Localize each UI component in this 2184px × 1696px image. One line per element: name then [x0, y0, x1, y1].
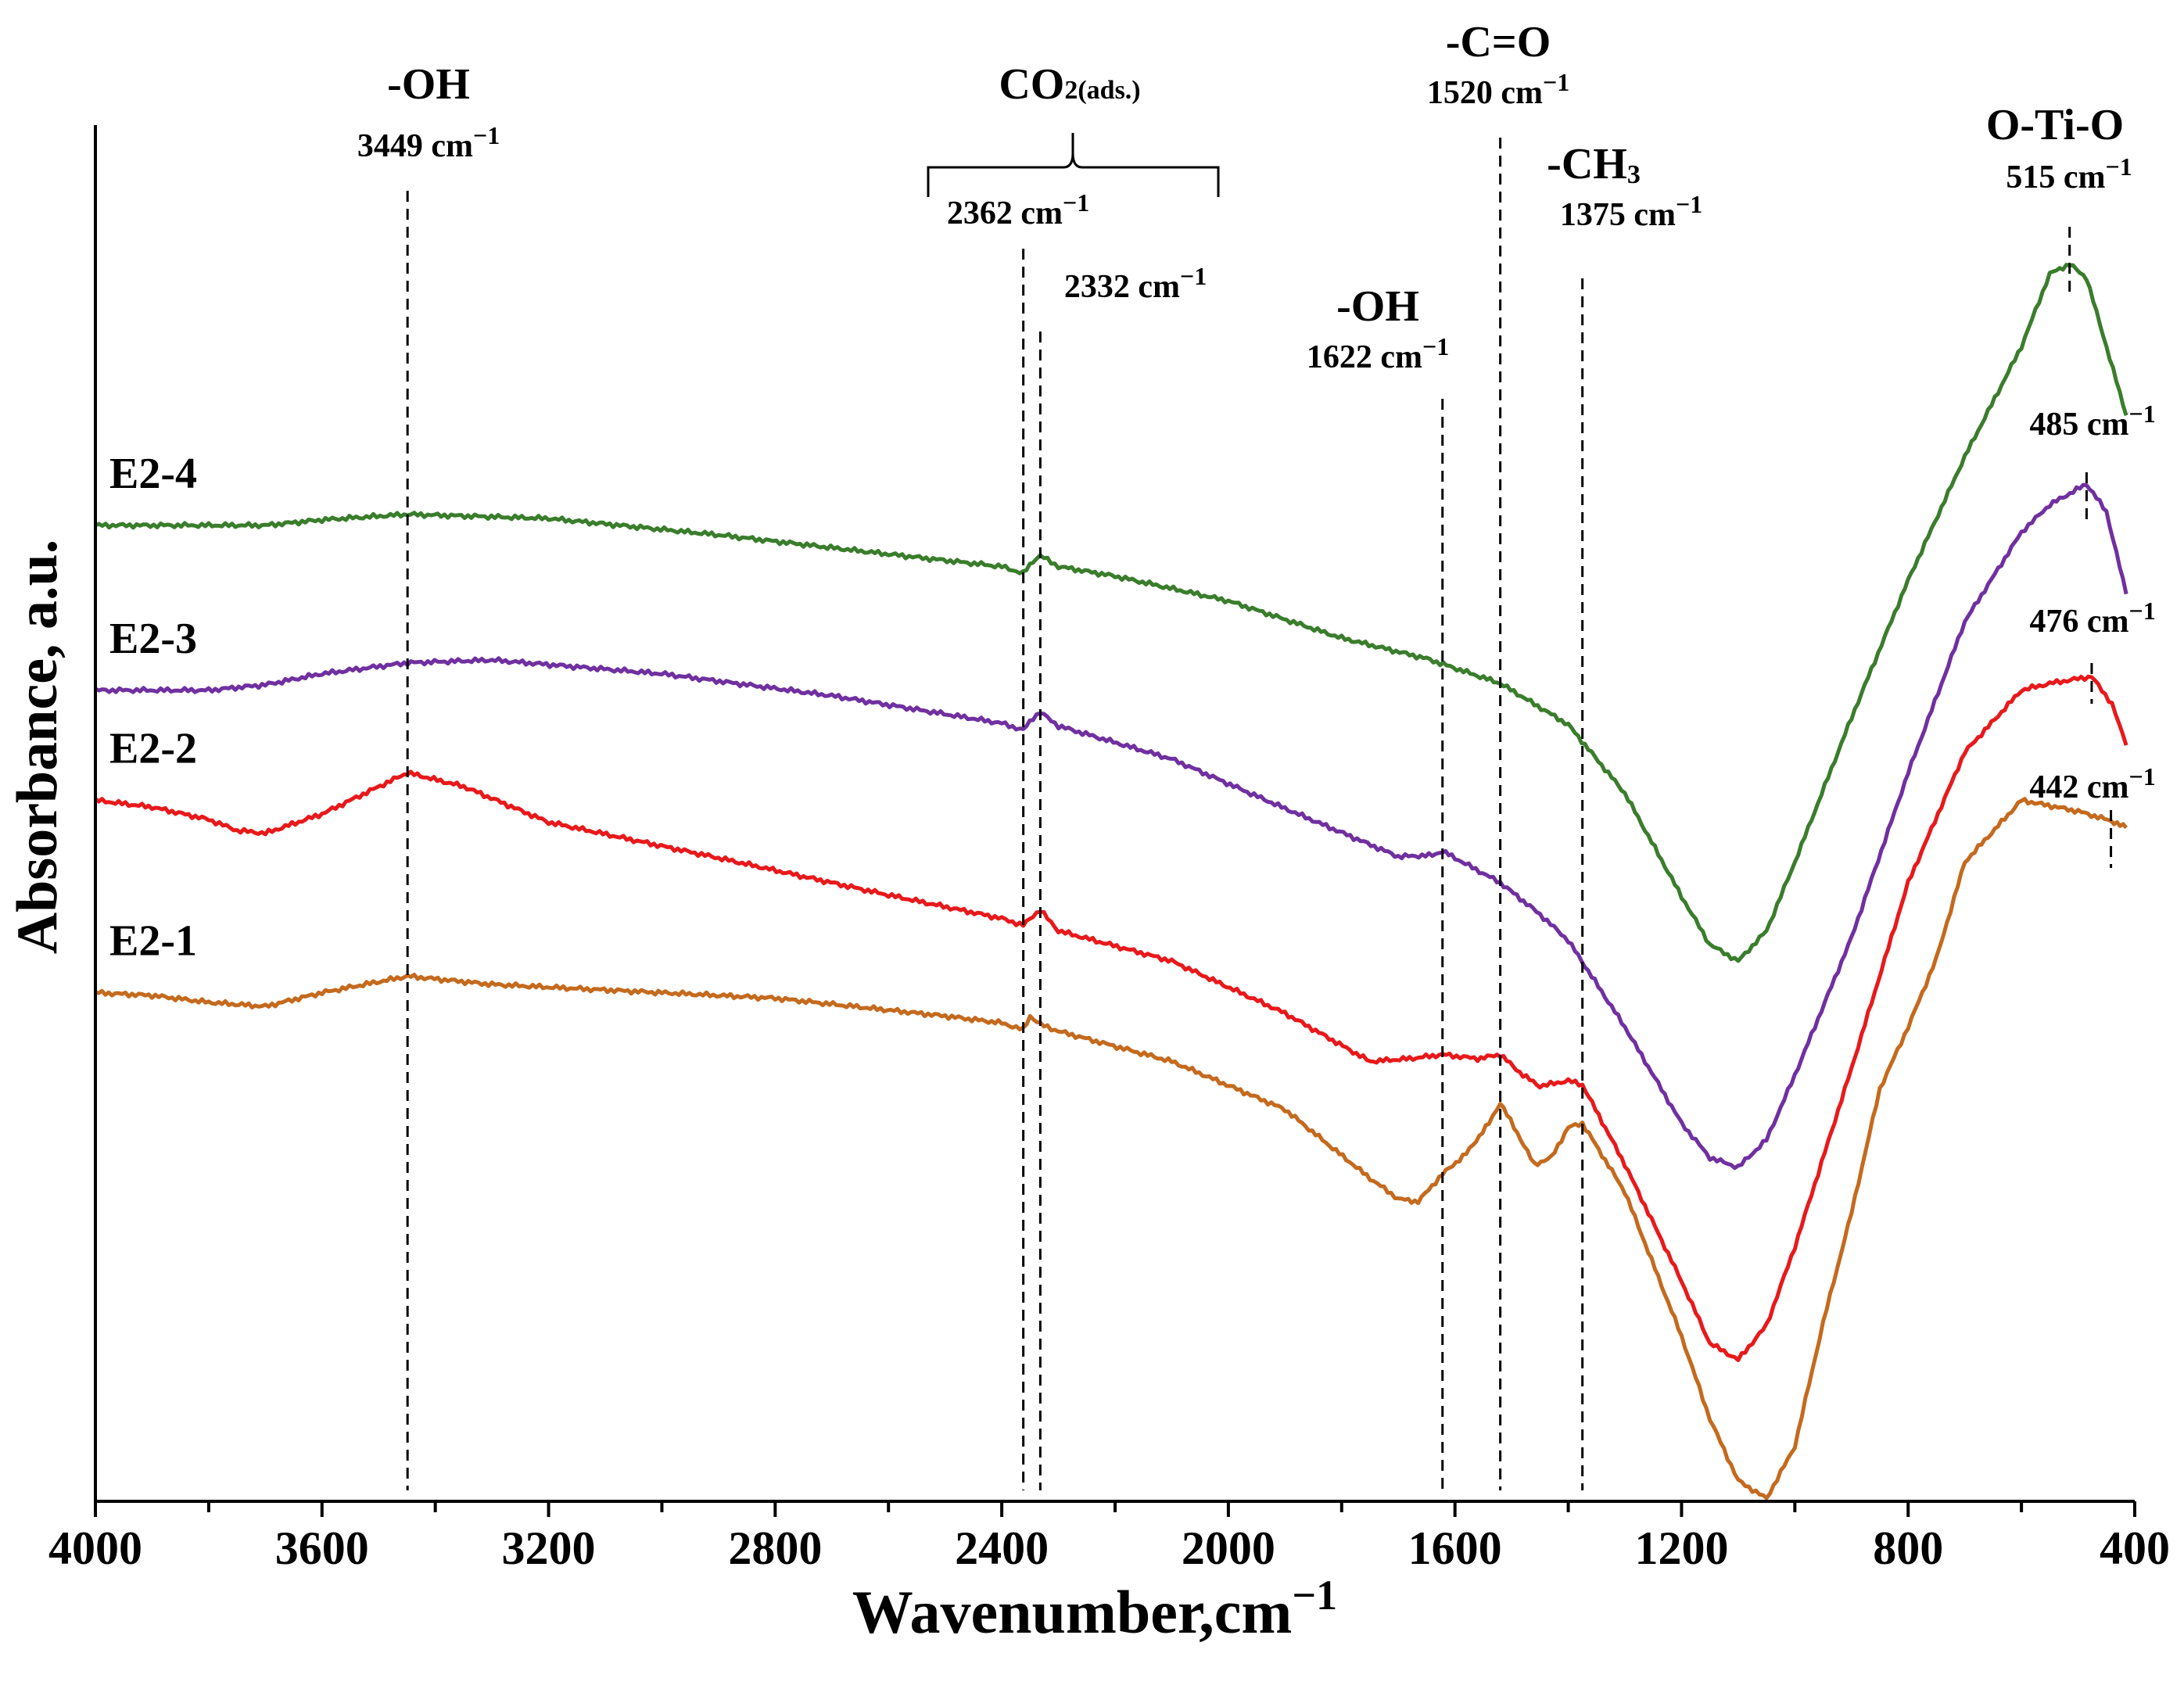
x-tick-label: 3200 — [502, 1522, 596, 1574]
peak-label-superscript: −1 — [2128, 597, 2155, 625]
y-axis-title: Absorbance, a.u. — [5, 540, 70, 954]
series-label-e2-3: E2-3 — [109, 615, 197, 663]
ref-label-superscript: −1 — [1543, 68, 1569, 96]
peak-label-superscript: −1 — [2105, 152, 2132, 181]
x-tick-label: 2000 — [1182, 1522, 1275, 1574]
x-tick-label: 1600 — [1408, 1522, 1502, 1574]
ref-label-text: 1622 cm — [1307, 339, 1422, 375]
co2-sub: 2(ads.) — [1064, 76, 1140, 105]
ref-label-2332: 2332 cm−1 — [1064, 262, 1207, 305]
ch3-sub: 3 — [1627, 160, 1641, 189]
ref-label-text: 1520 cm — [1427, 75, 1543, 111]
series-curve-e2-3 — [94, 482, 2128, 1171]
ref-label-superscript: −1 — [473, 121, 500, 149]
peak-label-515: 515 cm−1 — [2006, 152, 2132, 195]
peak-label-476: 476 cm−1 — [2029, 597, 2155, 640]
ref-label-1375: 1375 cm−1 — [1560, 190, 1702, 233]
peak-label-superscript: −1 — [2128, 762, 2155, 791]
ref-label-1520: 1520 cm−1 — [1427, 68, 1569, 111]
peak-label-text: 442 cm — [2029, 769, 2128, 805]
group-label-o-ti-o: O-Ti-O — [1986, 101, 2124, 149]
x-axis-title: Wavenumber,cm−1 — [852, 1572, 1337, 1646]
group-label-ch3: -CH3 — [1547, 140, 1641, 189]
ref-label-3449: 3449 cm−1 — [357, 121, 500, 164]
x-axis-title-superscript: −1 — [1292, 1572, 1337, 1619]
series-label-e2-2: E2-2 — [109, 724, 197, 773]
peak-label-text: 476 cm — [2029, 604, 2128, 640]
group-label-oh-1622: -OH — [1336, 282, 1419, 331]
group-label-c-double-o: -C=O — [1446, 18, 1551, 66]
co2-main: CO — [999, 60, 1064, 109]
series-label-e2-4: E2-4 — [109, 450, 197, 498]
x-tick-label: 3600 — [275, 1522, 369, 1574]
series-label-e2-1: E2-1 — [109, 917, 197, 966]
peak-label-text: 515 cm — [2006, 160, 2105, 195]
ref-label-text: 2362 cm — [947, 195, 1063, 231]
x-ticks-layer: 4000 3600 3200 2800 2400 2000 1600 1200 800 400 — [48, 1501, 2170, 1574]
peak-label-text: 485 cm — [2029, 407, 2128, 443]
x-tick-label: 2400 — [955, 1522, 1049, 1574]
x-tick-label: 400 — [2100, 1522, 2170, 1574]
annotation-layer: Absorbance, a.u. Wavenumber,cm−1 -OH CO2… — [5, 18, 2124, 1646]
peak-label-superscript: −1 — [2128, 400, 2155, 428]
ref-label-2362: 2362 cm−1 — [947, 188, 1089, 231]
curves-layer: E2-4 E2-3 E2-2 E2-1 — [94, 263, 2128, 1501]
ref-label-text: 3449 cm — [357, 128, 473, 164]
co2-brace — [927, 133, 1220, 197]
ref-label-superscript: −1 — [1063, 188, 1089, 217]
ref-label-superscript: −1 — [1676, 190, 1702, 218]
x-tick-label: 2800 — [728, 1522, 822, 1574]
group-label-oh-3449: -OH — [387, 60, 470, 109]
ref-label-superscript: −1 — [1180, 262, 1207, 290]
ref-label-text: 2332 cm — [1064, 269, 1180, 305]
peak-label-485: 485 cm−1 — [2029, 400, 2155, 443]
group-label-co2-ads: CO2(ads.) — [999, 60, 1140, 109]
series-curve-e2-2 — [94, 674, 2128, 1362]
x-tick-label: 1200 — [1634, 1522, 1728, 1574]
ch3-main: -CH — [1547, 140, 1627, 188]
x-tick-label: 800 — [1873, 1522, 1943, 1574]
series-curve-e2-1 — [95, 797, 2128, 1501]
x-axis-title-text: Wavenumber,cm — [852, 1578, 1293, 1646]
series-curve-e2-4 — [95, 263, 2128, 963]
peak-label-442: 442 cm−1 — [2029, 762, 2155, 805]
ref-label-text: 1375 cm — [1560, 197, 1676, 233]
ref-label-1622: 1622 cm−1 — [1307, 332, 1449, 375]
x-tick-label: 4000 — [48, 1522, 142, 1574]
ref-label-superscript: −1 — [1422, 332, 1449, 360]
